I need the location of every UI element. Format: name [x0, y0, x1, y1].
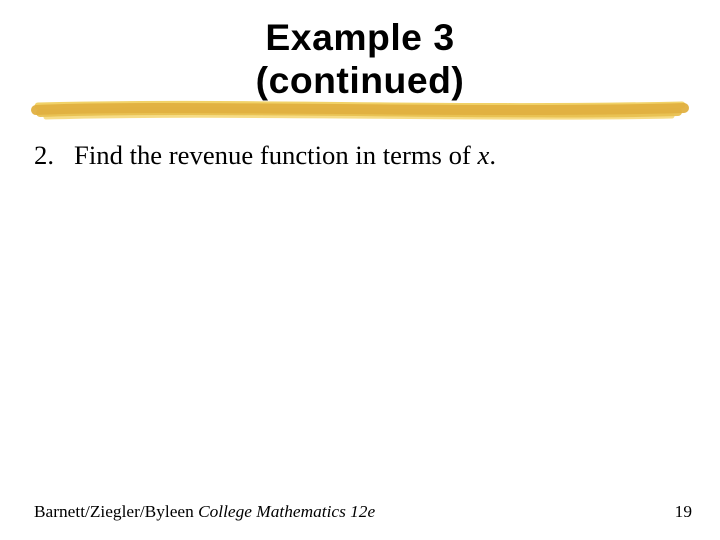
title-block: Example 3 (continued): [0, 0, 720, 102]
page-number: 19: [675, 502, 692, 522]
body-text: Find the revenue function in terms of x.: [74, 140, 496, 170]
list-number: 2.: [34, 140, 54, 170]
title-line-1: Example 3: [0, 16, 720, 59]
body-area: 2. Find the revenue function in terms of…: [34, 140, 680, 171]
footer-source-prefix: Barnett/Ziegler/Byleen: [34, 502, 198, 521]
body-text-before: Find the revenue function in terms of: [74, 140, 477, 170]
slide: Example 3 (continued) 2. Find the revenu…: [0, 0, 720, 540]
list-item: 2. Find the revenue function in terms of…: [34, 140, 680, 171]
brush-stroke-icon: [0, 92, 720, 132]
body-variable: x: [477, 140, 489, 170]
footer-source-italic: College Mathematics 12e: [198, 502, 375, 521]
footer-source: Barnett/Ziegler/Byleen College Mathemati…: [34, 502, 375, 522]
title-underline: [0, 92, 720, 132]
body-text-after: .: [489, 140, 496, 170]
footer: Barnett/Ziegler/Byleen College Mathemati…: [34, 502, 692, 522]
